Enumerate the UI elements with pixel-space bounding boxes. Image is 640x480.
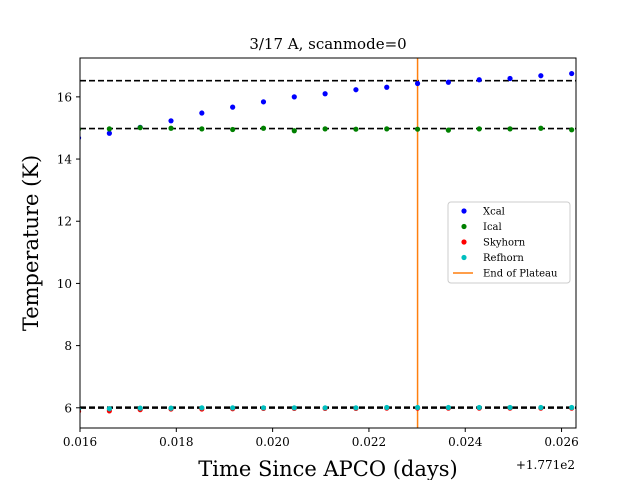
legend-label: End of Plateau xyxy=(483,269,558,280)
y-tick-label: 10 xyxy=(57,277,72,291)
ical-point xyxy=(569,127,575,133)
refhorn-point xyxy=(199,405,205,411)
xcal-legend-marker xyxy=(461,208,467,214)
ical-point xyxy=(137,125,143,131)
ical-point xyxy=(291,128,297,134)
y-tick-label: 6 xyxy=(64,401,72,415)
refhorn-point xyxy=(322,405,328,411)
y-tick-label: 16 xyxy=(57,90,72,104)
x-tick-label: 0.024 xyxy=(448,435,483,449)
xcal-point xyxy=(538,73,544,79)
legend: Xcal Ical Skyhorn Refhorn End of Plateau xyxy=(447,201,571,284)
ical-point xyxy=(538,125,544,131)
chart-title: 3/17 A, scanmode=0 xyxy=(249,35,406,53)
y-tick-label: 14 xyxy=(57,153,73,167)
ical-point xyxy=(507,126,513,132)
refhorn-point xyxy=(106,406,112,412)
xcal-point xyxy=(569,70,575,77)
ical-point xyxy=(384,126,390,132)
refhorn-point xyxy=(137,405,143,411)
ical-point xyxy=(260,125,267,131)
xcal-point xyxy=(507,75,513,82)
x-axis-label: Time Since APCO (days) xyxy=(198,457,457,480)
ical-point xyxy=(106,126,112,132)
xcal-point xyxy=(353,87,359,93)
legend-label: Ical xyxy=(483,222,502,233)
refhorn-point xyxy=(507,404,513,411)
xcal-point xyxy=(260,99,267,105)
refhorn-point xyxy=(260,405,267,411)
ical-point xyxy=(445,127,451,133)
plot-frame xyxy=(79,57,577,429)
xcal-point xyxy=(168,118,174,124)
legend-box xyxy=(447,201,571,284)
refhorn-point xyxy=(414,404,421,411)
refhorn-point xyxy=(168,405,174,411)
axis-ticks: 0.016 0.018 0.020 0.022 0.024 0.026 6 8 10 12 14 16 xyxy=(57,90,579,449)
y-tick-label: 8 xyxy=(64,339,72,353)
x-tick-label: 0.016 xyxy=(63,435,97,449)
legend-label: Skyhorn xyxy=(483,238,526,249)
y-axis-label: Temperature (K) xyxy=(19,155,43,331)
x-axis-offset-label: +1.771e2 xyxy=(516,458,575,472)
refhorn-point xyxy=(230,405,236,411)
ical-point xyxy=(230,126,236,133)
xcal-point xyxy=(322,91,328,97)
refhorn-point xyxy=(353,405,359,411)
x-tick-label: 0.020 xyxy=(255,435,289,449)
xcal-point xyxy=(230,104,236,110)
xcal-point xyxy=(291,94,297,100)
plot-clip-group xyxy=(80,58,576,428)
xcal-point xyxy=(199,110,205,116)
refhorn-point xyxy=(538,404,544,411)
refhorn-point xyxy=(569,404,575,411)
legend-label: Xcal xyxy=(483,207,505,218)
refhorn-point xyxy=(384,404,390,411)
xcal-point xyxy=(414,80,421,87)
xcal-point xyxy=(445,79,451,85)
legend-label: Refhorn xyxy=(483,253,524,264)
refhorn-legend-marker xyxy=(461,254,467,261)
xcal-point xyxy=(106,130,112,136)
x-tick-label: 0.018 xyxy=(159,435,193,449)
ical-point xyxy=(414,126,421,132)
x-tick-label: 0.022 xyxy=(352,435,386,449)
ical-point xyxy=(476,126,482,132)
refhorn-point xyxy=(291,405,297,411)
refhorn-point xyxy=(445,404,451,411)
ical-point xyxy=(199,126,205,132)
ical-point xyxy=(168,125,174,131)
xcal-point xyxy=(476,77,482,83)
ical-point xyxy=(322,126,328,132)
xcal-point xyxy=(384,84,390,90)
plot-area xyxy=(80,58,576,428)
x-tick-label: 0.026 xyxy=(544,435,578,449)
ical-point xyxy=(353,126,359,132)
ical-legend-marker xyxy=(461,223,467,230)
skyhorn-legend-marker xyxy=(461,239,467,245)
refhorn-point xyxy=(476,404,482,411)
y-tick-label: 12 xyxy=(57,215,72,229)
